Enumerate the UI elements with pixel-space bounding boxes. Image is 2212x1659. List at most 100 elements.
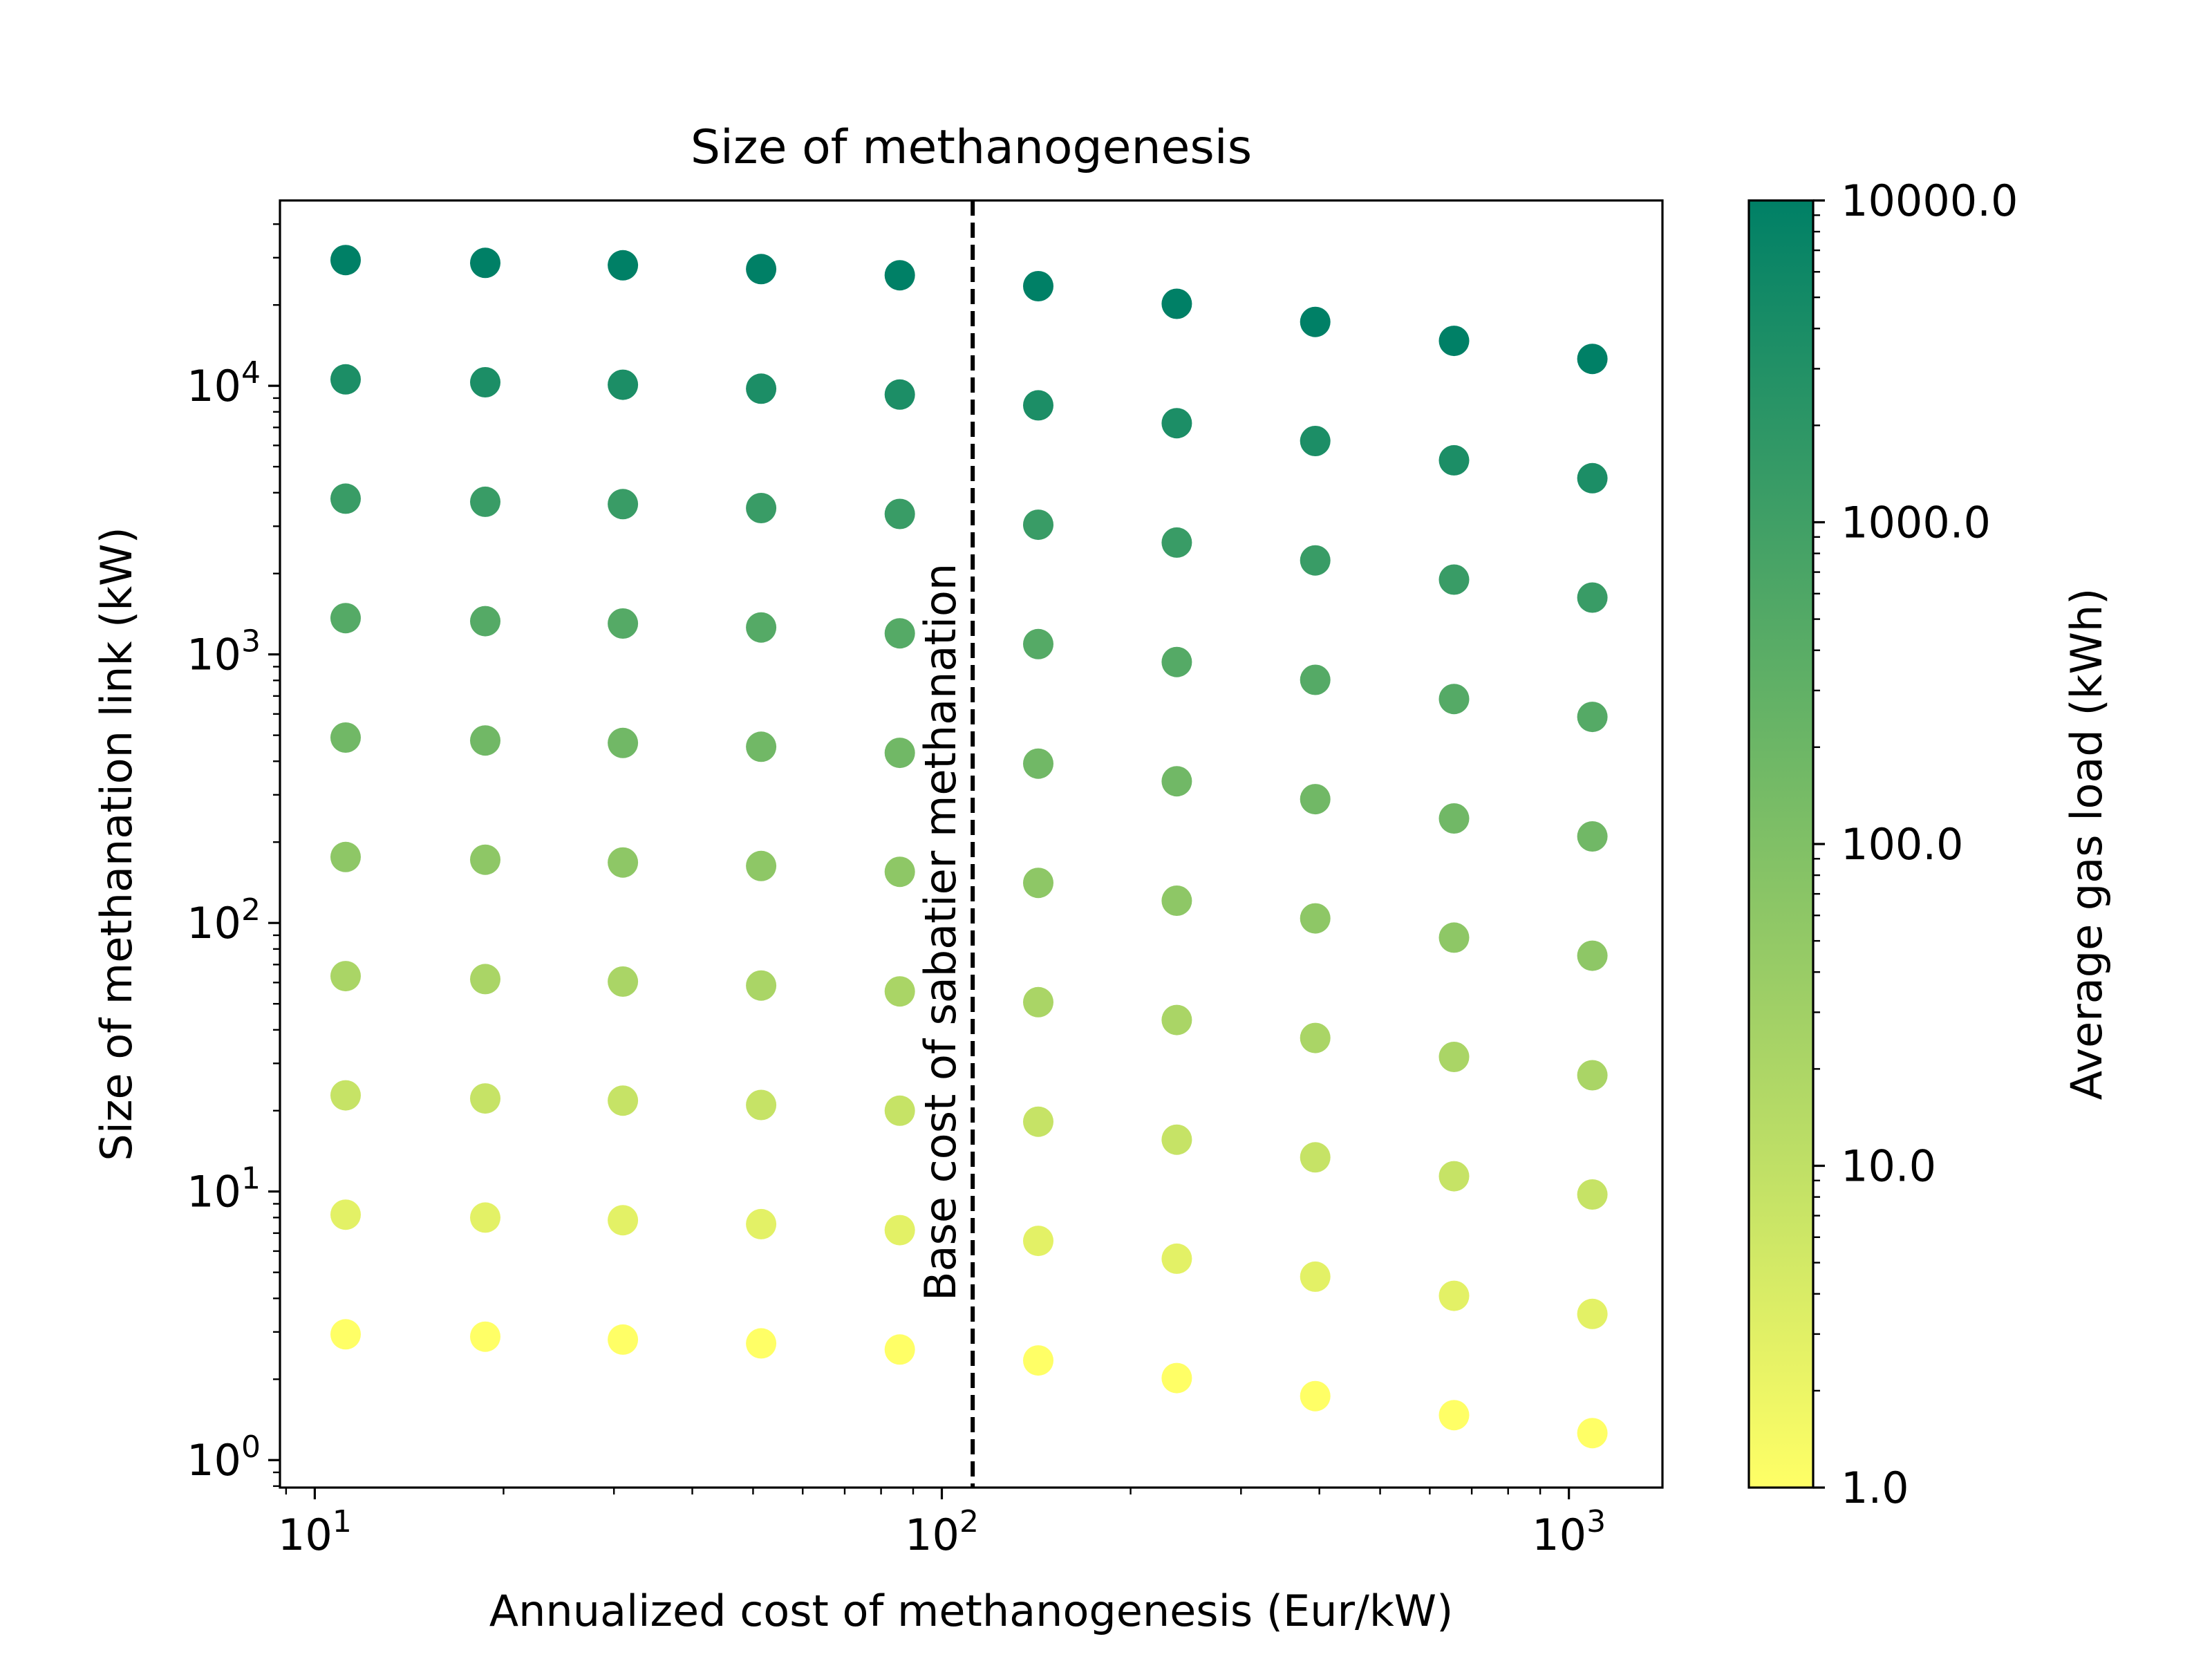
scatter-point: [1023, 1226, 1053, 1257]
colorbar-tick-label: 1.0: [1841, 1463, 1909, 1513]
scatter-point: [470, 844, 500, 875]
scatter-point: [884, 738, 915, 769]
scatter-point: [1300, 426, 1331, 456]
scatter-point: [884, 856, 915, 888]
scatter-point: [884, 1095, 915, 1126]
colorbar-tick-label: 10.0: [1841, 1141, 1936, 1192]
scatter-point: [1161, 408, 1192, 439]
scatter-point: [1023, 748, 1053, 779]
scatter-point: [1300, 306, 1331, 337]
base-cost-line: Base cost of sabatier methanation: [915, 200, 975, 1488]
y-tick-label: 104: [187, 355, 261, 411]
scatter-point: [1577, 702, 1608, 733]
scatter-point: [1161, 766, 1192, 797]
scatter-point: [1577, 1418, 1608, 1449]
scatter-point: [1023, 1106, 1053, 1137]
scatter-point: [1161, 1124, 1192, 1155]
scatter-point: [1023, 868, 1053, 899]
scatter-point: [608, 1085, 639, 1116]
scatter-point: [746, 1328, 777, 1359]
scatter-point: [470, 367, 500, 397]
scatter-point: [1577, 1179, 1608, 1210]
scatter-point: [884, 260, 915, 291]
scatter-point: [884, 379, 915, 410]
y-axis: 100 101 102 103 104: [187, 223, 280, 1488]
scatter-point: [470, 247, 500, 279]
scatter-point: [1161, 646, 1192, 677]
scatter-point: [1300, 1142, 1331, 1173]
scatter-point: [1300, 903, 1331, 934]
scatter-point: [608, 727, 639, 758]
scatter-point: [1023, 1345, 1053, 1376]
x-tick-label: 102: [905, 1504, 979, 1560]
scatter-point: [330, 961, 361, 992]
scatter-point: [608, 489, 639, 520]
scatter-point: [746, 1208, 777, 1239]
scatter-point: [1300, 1022, 1331, 1053]
y-axis-label: Size of methanation link (kW): [91, 527, 142, 1161]
x-tick-label: 103: [1532, 1504, 1606, 1560]
scatter-point: [1300, 664, 1331, 695]
scatter-point: [1300, 1261, 1331, 1292]
scatter-point: [1577, 344, 1608, 375]
scatter-point: [746, 970, 777, 1001]
scatter-point: [330, 603, 361, 634]
scatter-point: [1438, 684, 1470, 715]
scatter-point: [746, 254, 777, 285]
scatter-point: [1300, 1380, 1331, 1412]
scatter-point: [470, 1083, 500, 1114]
scatter-point: [470, 1202, 500, 1233]
scatter-point: [1438, 1042, 1470, 1072]
scatter-point: [1161, 527, 1192, 558]
scatter-point: [470, 1321, 500, 1352]
scatter-point: [1577, 1060, 1608, 1091]
y-tick-label: 102: [187, 892, 261, 948]
scatter-point: [1577, 940, 1608, 971]
scatter-point: [1577, 462, 1608, 494]
scatter-point: [884, 1215, 915, 1246]
scatter-point: [1438, 1161, 1470, 1192]
x-tick-label: 101: [278, 1504, 352, 1560]
scatter-point: [746, 612, 777, 643]
x-axis: 101 102 103: [278, 1488, 1606, 1560]
scatter-point: [884, 1334, 915, 1365]
scatter-point: [330, 1199, 361, 1230]
colorbar-tick-label: 10000.0: [1841, 176, 2018, 226]
scatter-point: [470, 725, 500, 756]
scatter-point: [1438, 444, 1470, 476]
scatter-point: [1438, 803, 1470, 834]
vline-label: Base cost of sabatier methanation: [915, 563, 966, 1301]
scatter-point: [330, 1080, 361, 1111]
scatter-point: [1161, 288, 1192, 319]
scatter-point: [1023, 628, 1053, 659]
scatter-point: [1577, 1298, 1608, 1329]
scatter-point: [884, 976, 915, 1007]
x-axis-label: Annualized cost of methanogenesis (Eur/k…: [489, 1586, 1454, 1636]
scatter-point: [608, 1324, 639, 1355]
scatter-point: [1577, 582, 1608, 613]
scatter-point: [1023, 271, 1053, 301]
scatter-point: [1161, 1243, 1192, 1274]
scatter-point: [330, 1319, 361, 1350]
scatter-point: [1438, 1400, 1470, 1431]
scatter-point: [1577, 821, 1608, 852]
scatter-point: [608, 966, 639, 997]
scatter-point: [1438, 564, 1470, 595]
scatter-point: [608, 1205, 639, 1236]
scatter-point: [330, 483, 361, 514]
scatter-point: [1438, 922, 1470, 953]
colorbar-tick-label: 1000.0: [1841, 498, 1991, 548]
scatter-point: [746, 850, 777, 881]
scatter-point: [608, 608, 639, 639]
scatter-point: [746, 373, 777, 404]
colorbar-axis: 1.0 10.0 100.0 1000.0 10000.0: [1813, 176, 2018, 1513]
scatter-point: [608, 847, 639, 878]
scatter-point: [884, 498, 915, 529]
scatter-point: [884, 618, 915, 649]
scatter-point: [330, 245, 361, 276]
scatter-point: [1300, 545, 1331, 576]
scatter-point: [608, 250, 639, 281]
colorbar-gradient: [1749, 200, 1813, 1488]
scatter-point: [330, 722, 361, 753]
